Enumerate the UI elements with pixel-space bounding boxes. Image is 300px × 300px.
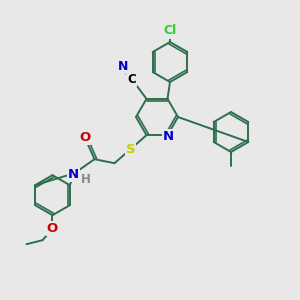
Text: S: S xyxy=(126,143,135,156)
Text: N: N xyxy=(68,168,79,181)
Text: O: O xyxy=(47,222,58,235)
Text: N: N xyxy=(118,60,128,73)
Text: H: H xyxy=(81,173,90,186)
Text: Cl: Cl xyxy=(164,25,177,38)
Text: C: C xyxy=(127,73,136,86)
Text: O: O xyxy=(79,131,90,144)
Text: N: N xyxy=(163,130,174,143)
